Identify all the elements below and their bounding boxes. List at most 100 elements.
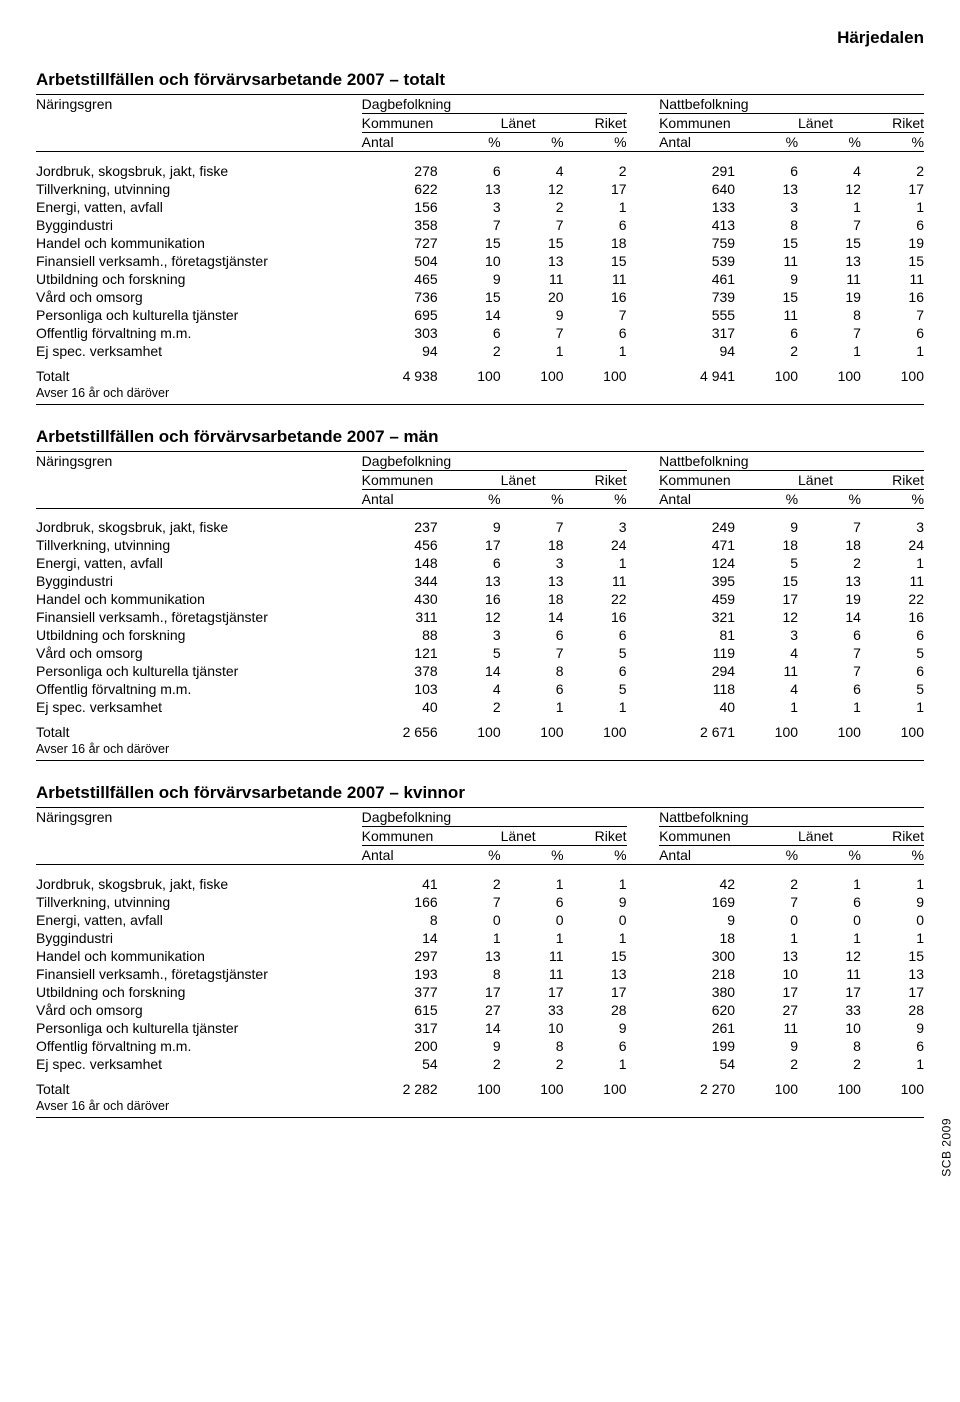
table-row: Utbildning och forskning3771717173801717… xyxy=(36,983,924,1001)
col-header: % xyxy=(438,133,501,152)
col-header-group: Nattbefolkning xyxy=(659,808,924,827)
cell: 6 xyxy=(564,324,627,342)
col-header: Kommunen xyxy=(659,470,798,489)
col-header: Näringsgren xyxy=(36,95,362,114)
cell: 317 xyxy=(362,1019,438,1037)
cell: 4 xyxy=(501,162,564,180)
col-header: Näringsgren xyxy=(36,451,362,470)
col-header: Antal xyxy=(362,846,438,865)
cell: 10 xyxy=(438,252,501,270)
cell: 94 xyxy=(362,342,438,360)
col-header: % xyxy=(735,846,798,865)
cell: 2 270 xyxy=(659,1073,735,1098)
cell: 33 xyxy=(798,1001,861,1019)
cell: 133 xyxy=(659,198,735,216)
cell: 17 xyxy=(501,983,564,1001)
cell: 22 xyxy=(564,590,627,608)
cell: 9 xyxy=(861,1019,924,1037)
cell: 1 xyxy=(564,198,627,216)
cell: 3 xyxy=(735,626,798,644)
cell: 6 xyxy=(861,324,924,342)
table-row: Energi, vatten, avfall156321133311 xyxy=(36,198,924,216)
cell: 24 xyxy=(861,536,924,554)
cell: 5 xyxy=(564,644,627,662)
cell: 294 xyxy=(659,662,735,680)
cell: 14 xyxy=(362,929,438,947)
cell: 13 xyxy=(735,180,798,198)
cell: 300 xyxy=(659,947,735,965)
cell: 17 xyxy=(861,983,924,1001)
cell: 6 xyxy=(564,1037,627,1055)
cell: 739 xyxy=(659,288,735,306)
cell: 18 xyxy=(501,590,564,608)
cell: 100 xyxy=(438,360,501,385)
cell: 9 xyxy=(735,1037,798,1055)
total-label: Totalt xyxy=(36,360,362,385)
cell: 199 xyxy=(659,1037,735,1055)
cell: 15 xyxy=(438,234,501,252)
table-row: Jordbruk, skogsbruk, jakt, fiske27864229… xyxy=(36,162,924,180)
cell: 41 xyxy=(362,875,438,893)
cell: 218 xyxy=(659,965,735,983)
cell: 13 xyxy=(438,572,501,590)
row-label: Byggindustri xyxy=(36,572,362,590)
cell: 0 xyxy=(798,911,861,929)
cell: 17 xyxy=(861,180,924,198)
cell: 465 xyxy=(362,270,438,288)
cell: 15 xyxy=(798,234,861,252)
cell: 9 xyxy=(735,270,798,288)
cell: 311 xyxy=(362,608,438,626)
row-label: Utbildning och forskning xyxy=(36,626,362,644)
cell: 12 xyxy=(798,180,861,198)
cell: 5 xyxy=(861,680,924,698)
cell: 100 xyxy=(501,1073,564,1098)
cell: 1 xyxy=(861,698,924,716)
table-row: Tillverkning, utvinning62213121764013121… xyxy=(36,180,924,198)
cell: 6 xyxy=(438,554,501,572)
table-row: Energi, vatten, avfall80009000 xyxy=(36,911,924,929)
table-row: Finansiell verksamh., företagstjänster19… xyxy=(36,965,924,983)
col-header: Länet xyxy=(798,827,861,846)
col-header: % xyxy=(438,846,501,865)
cell: 7 xyxy=(798,324,861,342)
cell: 2 xyxy=(438,698,501,716)
cell: 1 xyxy=(564,875,627,893)
cell: 1 xyxy=(501,929,564,947)
cell: 291 xyxy=(659,162,735,180)
cell: 16 xyxy=(564,608,627,626)
cell: 9 xyxy=(735,518,798,536)
cell: 1 xyxy=(564,554,627,572)
cell: 539 xyxy=(659,252,735,270)
row-label: Vård och omsorg xyxy=(36,644,362,662)
cell: 377 xyxy=(362,983,438,1001)
cell: 100 xyxy=(798,360,861,385)
cell: 6 xyxy=(564,662,627,680)
cell: 380 xyxy=(659,983,735,1001)
cell: 6 xyxy=(438,162,501,180)
total-label: Totalt xyxy=(36,1073,362,1098)
cell: 303 xyxy=(362,324,438,342)
col-header: % xyxy=(564,489,627,508)
cell: 504 xyxy=(362,252,438,270)
table-row: Finansiell verksamh., företagstjänster50… xyxy=(36,252,924,270)
table-row: Ej spec. verksamhet4021140111 xyxy=(36,698,924,716)
cell: 759 xyxy=(659,234,735,252)
col-header: % xyxy=(798,133,861,152)
cell: 11 xyxy=(564,572,627,590)
cell: 7 xyxy=(501,216,564,234)
col-header: % xyxy=(798,489,861,508)
table-row: Vård och omsorg615273328620273328 xyxy=(36,1001,924,1019)
cell: 7 xyxy=(501,518,564,536)
cell: 1 xyxy=(735,698,798,716)
col-header: Riket xyxy=(861,114,924,133)
table-row: Vård och omsorg121575119475 xyxy=(36,644,924,662)
cell: 166 xyxy=(362,893,438,911)
cell: 5 xyxy=(438,644,501,662)
table-row: Offentlig förvaltning m.m.303676317676 xyxy=(36,324,924,342)
row-label: Jordbruk, skogsbruk, jakt, fiske xyxy=(36,875,362,893)
cell: 81 xyxy=(659,626,735,644)
cell: 100 xyxy=(735,716,798,741)
cell: 278 xyxy=(362,162,438,180)
cell: 727 xyxy=(362,234,438,252)
cell: 622 xyxy=(362,180,438,198)
